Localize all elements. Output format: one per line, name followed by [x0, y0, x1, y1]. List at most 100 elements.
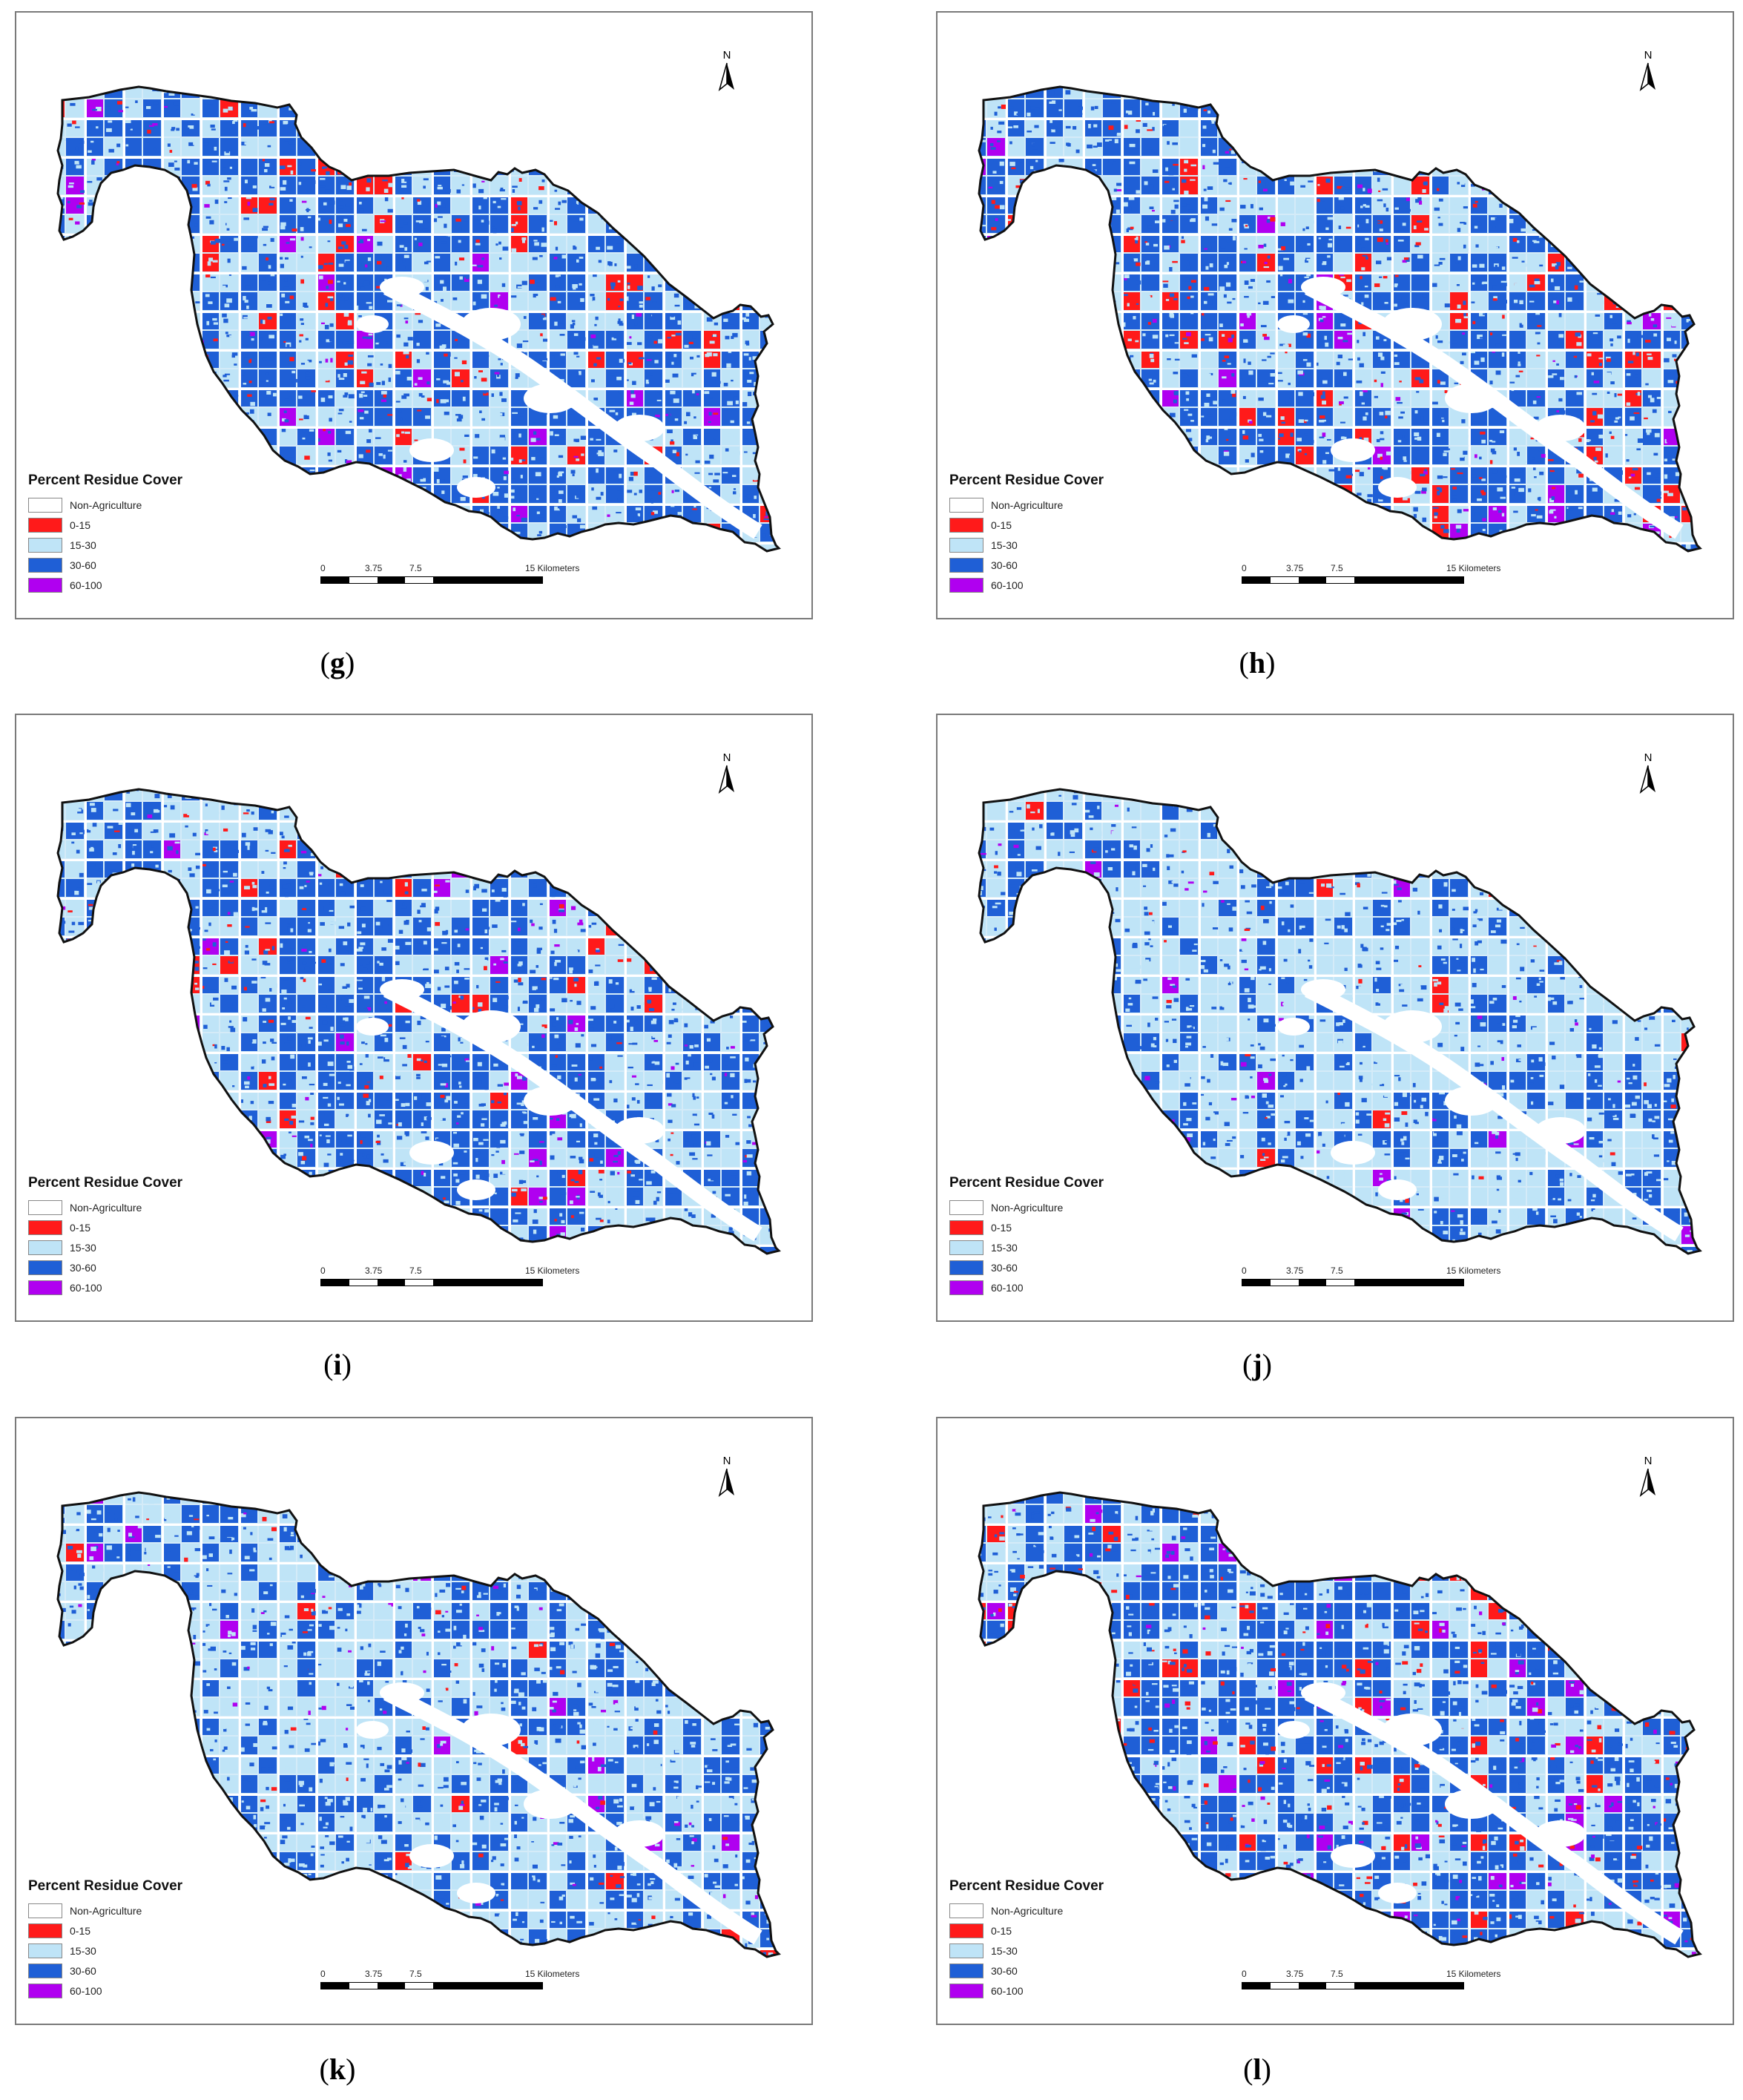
residue-speckle — [519, 459, 526, 461]
residue-speckle — [224, 128, 230, 131]
residue-speckle — [537, 492, 541, 496]
residue-field — [201, 524, 219, 542]
residue-speckle — [1114, 112, 1119, 117]
residue-speckle — [572, 473, 575, 477]
residue-speckle — [1452, 111, 1457, 116]
residue-speckle — [98, 224, 101, 227]
residue-speckle — [118, 342, 122, 346]
residue-speckle — [1204, 197, 1208, 202]
residue-speckle — [478, 162, 483, 166]
residue-speckle — [1242, 92, 1248, 96]
residue-speckle — [592, 506, 598, 510]
residue-speckle — [499, 189, 505, 192]
residue-speckle — [444, 164, 449, 168]
residue-field — [664, 234, 682, 252]
residue-speckle — [380, 513, 383, 516]
residue-speckle — [1290, 181, 1296, 185]
residue-speckle — [464, 199, 469, 203]
residue-speckle — [339, 159, 343, 164]
residue-speckle — [231, 355, 236, 358]
residue-field — [375, 543, 392, 551]
residue-speckle — [556, 179, 559, 183]
residue-speckle — [784, 379, 790, 381]
residue-field — [66, 447, 84, 464]
residue-speckle — [792, 490, 796, 493]
residue-speckle — [1245, 180, 1248, 183]
residue-speckle — [598, 260, 602, 263]
residue-field — [1026, 138, 1044, 156]
residue-speckle — [320, 146, 325, 151]
residue-speckle — [289, 295, 294, 300]
residue-speckle — [146, 317, 150, 322]
residue-speckle — [669, 235, 674, 240]
residue-speckle — [271, 453, 276, 458]
residue-speckle — [1629, 162, 1634, 164]
residue-field — [683, 119, 701, 136]
residue-speckle — [1127, 111, 1133, 115]
residue-speckle — [339, 507, 344, 512]
residue-speckle — [327, 240, 331, 243]
residue-speckle — [1265, 160, 1271, 164]
residue-speckle — [190, 90, 195, 93]
residue-speckle — [705, 202, 711, 204]
residue-speckle — [789, 299, 794, 303]
residue-field — [780, 80, 797, 98]
residue-speckle — [60, 353, 63, 355]
residue-speckle — [658, 549, 663, 551]
residue-speckle — [381, 381, 385, 386]
residue-speckle — [1630, 148, 1634, 152]
residue-speckle — [1683, 168, 1687, 171]
residue-field — [1392, 138, 1410, 156]
residue-field — [1508, 157, 1526, 175]
residue-speckle — [401, 554, 405, 557]
residue-speckle — [555, 274, 561, 277]
residue-speckle — [1213, 162, 1219, 165]
residue-speckle — [533, 207, 538, 210]
residue-speckle — [1672, 168, 1675, 171]
residue-speckle — [691, 319, 694, 323]
residue-speckle — [1251, 141, 1257, 144]
residue-speckle — [706, 304, 711, 307]
residue-speckle — [291, 140, 296, 145]
residue-speckle — [252, 496, 257, 499]
residue-speckle — [748, 145, 754, 150]
residue-speckle — [77, 316, 81, 318]
residue-speckle — [60, 139, 67, 142]
residue-speckle — [597, 217, 602, 222]
residue-speckle — [328, 263, 334, 265]
residue-speckle — [571, 203, 578, 208]
residue-speckle — [147, 343, 152, 347]
north-label: N — [712, 50, 742, 62]
residue-field — [606, 99, 624, 117]
residue-field — [105, 331, 122, 349]
residue-speckle — [415, 87, 418, 89]
residue-speckle — [1707, 180, 1710, 183]
residue-field — [143, 369, 161, 387]
residue-speckle — [222, 498, 228, 501]
residue-speckle — [366, 223, 369, 226]
residue-speckle — [1072, 93, 1077, 97]
residue-field — [1527, 87, 1545, 98]
residue-speckle — [49, 218, 54, 221]
residue-speckle — [651, 286, 655, 291]
residue-speckle — [627, 490, 633, 493]
residue-speckle — [1383, 90, 1389, 93]
residue-speckle — [1344, 163, 1349, 167]
residue-speckle — [243, 546, 248, 549]
residue-speckle — [607, 297, 610, 301]
residue-speckle — [97, 342, 101, 345]
residue-speckle — [670, 390, 676, 395]
residue-speckle — [1325, 178, 1331, 183]
residue-speckle — [230, 263, 235, 266]
residue-speckle — [107, 455, 111, 460]
residue-speckle — [306, 505, 312, 508]
residue-speckle — [1265, 128, 1271, 132]
residue-speckle — [267, 316, 272, 320]
residue-speckle — [692, 82, 697, 85]
residue-speckle — [501, 275, 507, 280]
residue-speckle — [550, 431, 553, 436]
residue-speckle — [421, 508, 426, 513]
residue-speckle — [1588, 119, 1594, 123]
residue-speckle — [251, 338, 254, 341]
residue-field — [1450, 138, 1468, 156]
